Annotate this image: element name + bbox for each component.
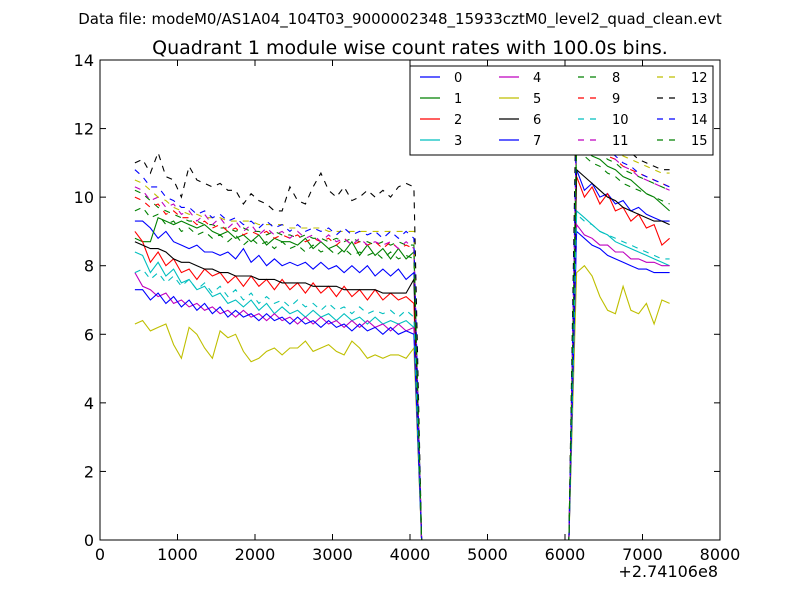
legend-label-2: 2 (454, 113, 462, 128)
series-line-5 (134, 264, 670, 540)
legend-label-4: 4 (533, 71, 541, 86)
y-tick-label: 0 (84, 531, 94, 550)
x-tick-label: 0 (95, 545, 105, 564)
legend-label-7: 7 (533, 134, 541, 149)
x-tick-label: 1000 (157, 545, 198, 564)
series-line-7 (134, 230, 670, 540)
legend-label-0: 0 (454, 71, 462, 86)
x-tick-label: 7000 (622, 545, 663, 564)
x-tick-label: 2000 (235, 545, 276, 564)
x-tick-label: 3000 (312, 545, 353, 564)
legend-label-6: 6 (533, 113, 541, 128)
legend-label-14: 14 (691, 113, 708, 128)
series-line-3 (134, 209, 670, 540)
axes: 0 1000 2000 3000 4000 5000 6000 7000 80000246810… (74, 51, 741, 564)
legend-label-1: 1 (454, 92, 462, 107)
legend-label-5: 5 (533, 92, 541, 107)
chart-title: Quadrant 1 module wise count rates with … (152, 37, 668, 59)
series-line-0 (134, 169, 670, 540)
series-line-9 (134, 130, 670, 540)
x-tick-label: 5000 (467, 545, 508, 564)
y-tick-label: 10 (74, 188, 94, 207)
x-tick-label: 8000 (700, 545, 741, 564)
figure-suptitle: Data file: modeM0/AS1A04_104T03_90000023… (78, 10, 722, 29)
series-line-10 (134, 213, 670, 540)
y-tick-label: 8 (84, 257, 94, 276)
plot-frame (99, 59, 721, 541)
legend-label-8: 8 (612, 71, 620, 86)
series-line-6 (134, 168, 670, 540)
legend-label-11: 11 (612, 134, 629, 149)
legend-label-13: 13 (691, 92, 708, 107)
x-tick-label: 6000 (545, 545, 586, 564)
legend-label-12: 12 (691, 71, 708, 86)
x-tick-label: 4000 (390, 545, 431, 564)
y-tick-label: 2 (84, 462, 94, 481)
series-line-2 (134, 176, 670, 540)
legend-label-10: 10 (612, 113, 629, 128)
y-tick-label: 14 (74, 51, 94, 70)
legend-label-9: 9 (612, 92, 620, 107)
y-tick-label: 4 (84, 394, 94, 413)
series-line-12 (134, 99, 670, 540)
x-offset-label: +2.74106e8 (618, 562, 718, 581)
y-tick-label: 12 (74, 120, 94, 139)
legend-label-15: 15 (691, 134, 708, 149)
legend-box (409, 65, 714, 156)
y-tick-label: 6 (84, 325, 94, 344)
legend-label-3: 3 (454, 134, 462, 149)
